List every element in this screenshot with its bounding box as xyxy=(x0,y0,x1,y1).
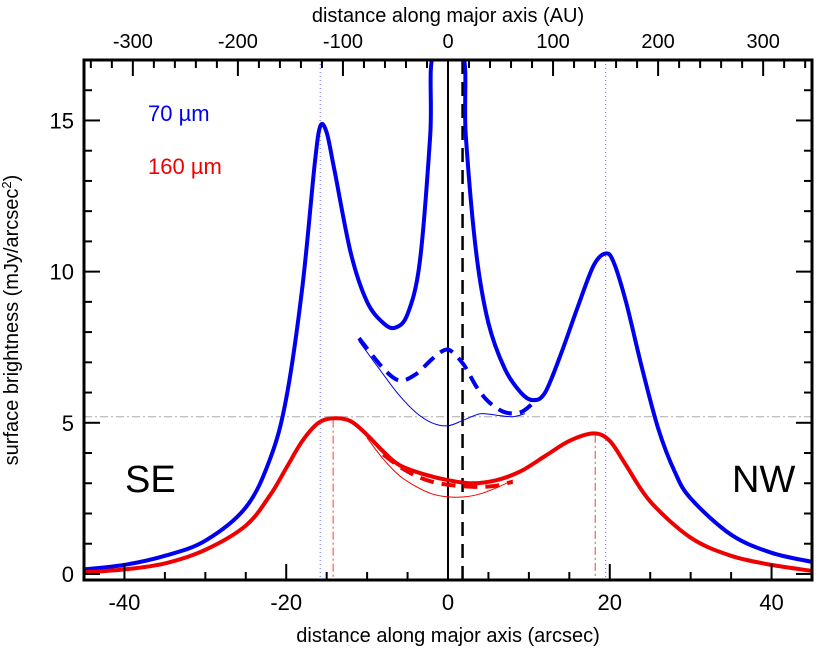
y-tick-label: 15 xyxy=(50,108,74,133)
x-tick-label: 0 xyxy=(442,590,454,615)
legend-70um: 70 µm xyxy=(148,101,210,126)
top-axis-title: distance along major axis (AU) xyxy=(312,5,584,27)
reference-lines-layer xyxy=(84,60,812,580)
x-axis-title: distance along major axis (arcsec) xyxy=(296,625,599,647)
series-line-160-m-observed xyxy=(84,416,812,575)
annotation-se: SE xyxy=(125,459,176,501)
top-tick-label: 300 xyxy=(746,31,779,53)
top-tick-label: 0 xyxy=(442,31,453,53)
series-line-160-m-disk-only-thin xyxy=(366,437,514,498)
series-line-70-m-model-dashed xyxy=(357,336,535,416)
top-tick-label: -300 xyxy=(113,31,153,53)
x-tick-label: 20 xyxy=(598,590,622,615)
legend-160um: 160 µm xyxy=(148,154,222,179)
top-tick-label: -100 xyxy=(323,31,363,53)
top-tick-label: 100 xyxy=(536,31,569,53)
x-tick-label: -20 xyxy=(270,590,302,615)
top-tick-label: -200 xyxy=(218,31,258,53)
y-tick-label: 0 xyxy=(62,562,74,587)
y-tick-label: 10 xyxy=(50,260,74,285)
annotation-nw: NW xyxy=(732,459,795,501)
series-line-160-m-model-dashed xyxy=(382,452,514,489)
x-tick-label: -40 xyxy=(109,590,141,615)
y-tick-label: 5 xyxy=(62,411,74,436)
top-tick-label: 200 xyxy=(641,31,674,53)
series-layer xyxy=(84,60,812,575)
series-line-70-m-observed xyxy=(84,60,812,572)
x-tick-label: 40 xyxy=(759,590,783,615)
series-line-70-m-disk-only-thin xyxy=(358,340,526,427)
y-axis-title: surface brightness (mJy/arcsec2) xyxy=(0,175,23,466)
